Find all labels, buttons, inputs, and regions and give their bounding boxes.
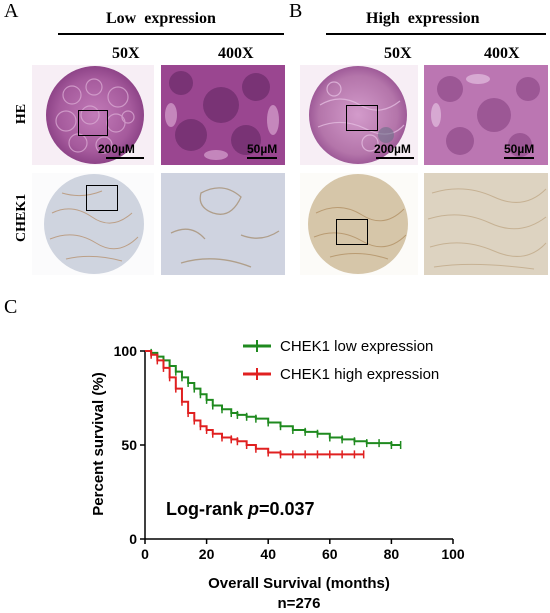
panel-a-header: Low expression (106, 10, 216, 27)
panel-b-mag-low: 50X (384, 45, 412, 62)
x-tick-label: 0 (141, 546, 149, 562)
y-tick-label: 50 (121, 437, 137, 453)
logrank-annotation: Log-rank p=0.037 (166, 499, 315, 519)
logrank-p: p (247, 499, 259, 519)
panel-a-he-400x-image: 50µM (161, 65, 285, 165)
logrank-value: =0.037 (259, 499, 315, 519)
panel-a-chek1-zoom-box (86, 185, 118, 211)
panel-b-chek1-zoom-box (336, 219, 368, 245)
panel-a-header-rule (58, 33, 284, 35)
panel-b-chek1-50x-image (300, 173, 418, 275)
panel-b-he-zoom-box (346, 105, 378, 131)
y-tick-label: 100 (114, 343, 138, 359)
row-label-he: HE (14, 103, 29, 125)
panel-a-mag-low: 50X (112, 45, 140, 62)
chart-series (145, 348, 402, 459)
panel-b-scale-bar-high (504, 157, 534, 159)
panel-b-header: High expression (366, 10, 480, 27)
x-tick-label: 20 (199, 546, 215, 562)
panel-a-letter: A (4, 0, 19, 22)
panel-a-mag-high: 400X (218, 45, 254, 62)
x-tick-label: 80 (384, 546, 400, 562)
panel-b-letter: B (289, 0, 303, 22)
panel-b-chek1-400x-image (424, 173, 548, 275)
panel-a-chek1-50x-image (32, 173, 154, 275)
x-tick-label: 60 (322, 546, 338, 562)
panel-b-header-rule (326, 33, 546, 35)
x-tick-label: 100 (441, 546, 465, 562)
x-axis-label: Overall Survival (months) (208, 575, 390, 592)
y-tick-label: 0 (129, 531, 137, 547)
panel-b-scale-low: 200µM (374, 142, 411, 156)
row-label-chek1: CHEK1 (14, 193, 29, 242)
legend-1-label: CHEK1 high expression (280, 366, 439, 383)
panel-a-scale-low: 200µM (98, 142, 135, 156)
panel-b-scale-high: 50µM (504, 142, 535, 156)
chart-legend: CHEK1 low expression CHEK1 high expressio… (243, 338, 439, 383)
panel-a-chek1-400x-image (161, 173, 285, 275)
panel-a-scale-bar-high (247, 157, 277, 159)
y-axis-label: Percent survival (%) (90, 372, 107, 515)
logrank-prefix: Log-rank (166, 499, 248, 519)
panel-b-scale-bar-low (376, 157, 414, 159)
panel-b-mag-high: 400X (484, 45, 520, 62)
x-tick-label: 40 (260, 546, 276, 562)
panel-b-he-400x-image: 50µM (424, 65, 548, 165)
x-axis-sample-size: n=276 (278, 595, 321, 612)
panel-a-scale-high: 50µM (247, 142, 278, 156)
chart-axes: 0 20 40 60 80 100 0 50 100 (114, 343, 465, 562)
panel-a-he-50x-image: 200µM (32, 65, 154, 165)
legend-0-label: CHEK1 low expression (280, 338, 433, 355)
panel-a-scale-bar-low (106, 157, 144, 159)
panel-c-letter: C (4, 296, 18, 318)
panel-b-he-50x-image: 200µM (300, 65, 418, 165)
panel-a-he-zoom-box (78, 110, 108, 136)
